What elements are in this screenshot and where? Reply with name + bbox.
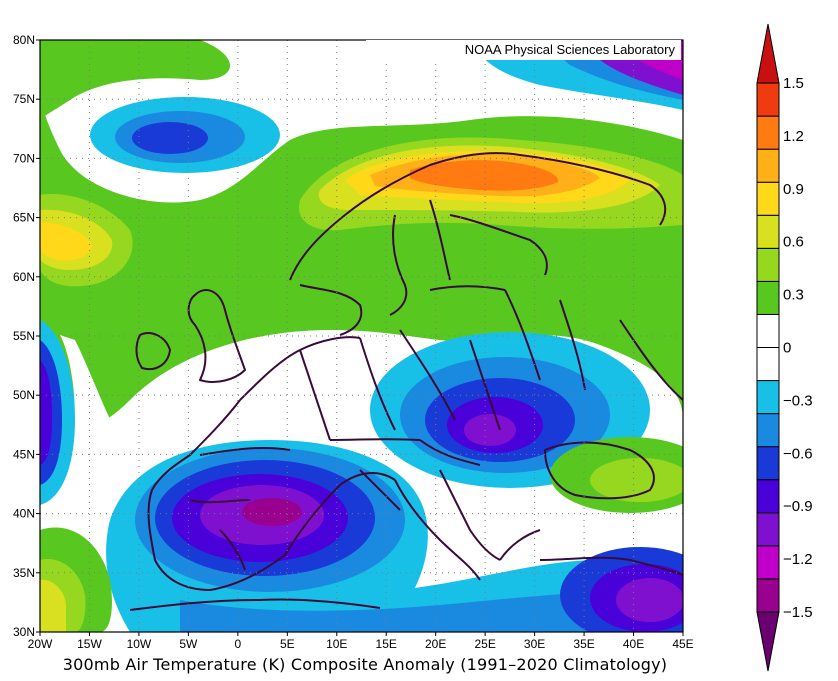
y-tick-label: 65N (13, 211, 35, 225)
colorbar-label: 0.3 (783, 287, 804, 304)
colorbar-label: 1.2 (783, 128, 804, 145)
colorbar-label: 0.6 (783, 234, 804, 251)
colorbar-swatch (756, 313, 780, 349)
x-tick-label: 15W (77, 637, 102, 651)
colorbar: 1.5 1.2 0.9 0.6 0.3 0 −0.3 −0.6 −0.9 −1.2 −1.5 (756, 23, 813, 672)
colorbar-swatch (756, 611, 780, 672)
colorbar-label: 0 (783, 340, 791, 357)
colorbar-swatch (756, 545, 780, 580)
colorbar-swatch (756, 578, 780, 613)
colorbar-swatch (756, 280, 780, 315)
colorbar-swatch (756, 347, 780, 382)
longitude-axis: 20W 15W 10W 5W 0 5E 10E 15E 20E 25E 30E 35E 40E 45E (28, 632, 694, 651)
y-tick-label: 80N (13, 33, 35, 47)
x-tick-label: 35E (573, 637, 594, 651)
colorbar-label: −0.9 (783, 498, 813, 515)
colorbar-swatch (756, 380, 780, 415)
colorbar-swatch (756, 23, 780, 84)
x-tick-label: 5W (179, 637, 198, 651)
x-tick-label: 40E (623, 637, 644, 651)
y-tick-label: 30N (13, 625, 35, 639)
colorbar-swatch (756, 181, 780, 216)
latitude-axis: 30N 35N 40N 45N 50N 55N 60N 65N 70N 75N 80N (13, 33, 40, 639)
colorbar-label: −0.6 (783, 445, 813, 462)
x-tick-label: 10E (326, 637, 347, 651)
y-tick-label: 35N (13, 566, 35, 580)
credit-label: NOAA Physical Sciences Laboratory (366, 40, 681, 60)
colorbar-label: 0.9 (783, 181, 804, 198)
colorbar-label: −0.3 (783, 392, 813, 409)
x-tick-label: 0 (235, 637, 242, 651)
colorbar-label: −1.5 (783, 604, 813, 621)
colorbar-swatch (756, 479, 780, 514)
y-tick-label: 55N (13, 329, 35, 343)
colorbar-swatch (756, 512, 780, 547)
colorbar-swatch (756, 413, 780, 448)
x-tick-label: 5E (280, 637, 295, 651)
colorbar-label: 1.5 (783, 75, 804, 92)
colorbar-swatch (756, 115, 780, 150)
x-tick-label: 30E (524, 637, 545, 651)
x-tick-label: 20W (28, 637, 53, 651)
map-caption: 300mb Air Temperature (K) Composite Anom… (62, 655, 668, 674)
x-tick-label: 45E (672, 637, 693, 651)
colorbar-swatch (756, 446, 780, 481)
colorbar-swatch (756, 214, 780, 249)
x-tick-label: 25E (474, 637, 495, 651)
colorbar-swatch (756, 247, 780, 282)
y-tick-label: 70N (13, 151, 35, 165)
y-tick-label: 60N (13, 270, 35, 284)
colorbar-swatch (756, 148, 780, 183)
y-tick-label: 40N (13, 507, 35, 521)
x-tick-label: 10W (127, 637, 152, 651)
y-tick-label: 45N (13, 447, 35, 461)
colorbar-label: −1.2 (783, 551, 813, 568)
x-tick-label: 15E (376, 637, 397, 651)
colorbar-swatch (756, 82, 780, 117)
y-tick-label: 75N (13, 92, 35, 106)
y-tick-label: 50N (13, 388, 35, 402)
x-tick-label: 20E (425, 637, 446, 651)
coastlines-and-borders (129, 152, 683, 611)
temperature-anomaly-field (40, 40, 683, 632)
